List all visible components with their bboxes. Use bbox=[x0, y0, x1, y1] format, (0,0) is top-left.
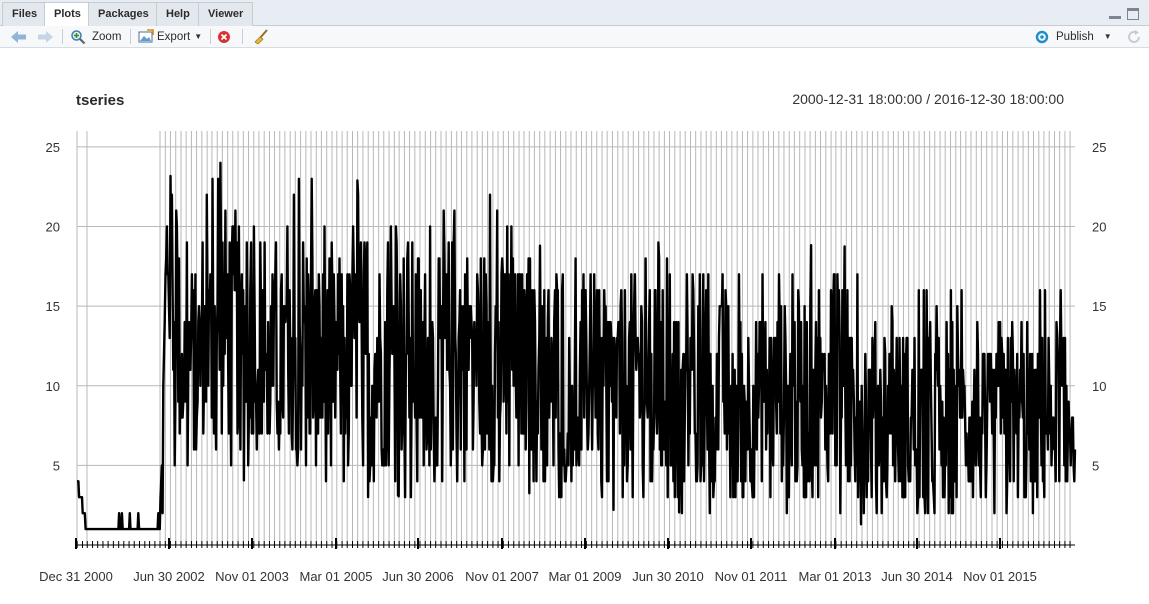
export-image-icon bbox=[138, 28, 154, 42]
publish-label: Publish bbox=[1056, 30, 1094, 43]
x-tick-label: Mar 01 2013 bbox=[799, 569, 872, 584]
x-tick-label: Mar 01 2005 bbox=[300, 569, 373, 584]
chart-title: tseries bbox=[76, 92, 124, 109]
zoom-label: Zoom bbox=[92, 30, 122, 43]
x-tick-label: Nov 01 2015 bbox=[963, 569, 1037, 584]
zoom-button[interactable]: Zoom bbox=[70, 26, 121, 47]
toolbar-separator bbox=[130, 29, 131, 44]
x-tick-label: Jun 30 2006 bbox=[382, 569, 454, 584]
remove-plot-button[interactable] bbox=[217, 26, 231, 47]
maximize-pane-icon[interactable] bbox=[1127, 8, 1139, 20]
time-series-chart: Dec 31 2000 Jun 30 2002 Nov 01 2003 Mar 01 … bbox=[39, 91, 1107, 584]
series-line bbox=[76, 161, 1077, 531]
remove-plot-icon bbox=[218, 30, 230, 43]
magnifier-plus-icon bbox=[71, 29, 86, 44]
y-tick-label-right: 10 bbox=[1092, 379, 1106, 394]
y-tick-label-right: 5 bbox=[1092, 458, 1099, 473]
x-tick-label: Nov 01 2007 bbox=[465, 569, 539, 584]
tab-help[interactable]: Help bbox=[156, 2, 200, 26]
chart-date-range: 2000-12-31 18:00:00 / 2016-12-30 18:00:0… bbox=[792, 91, 1064, 107]
clear-all-plots-button[interactable] bbox=[252, 26, 270, 47]
series-layer bbox=[76, 161, 1077, 531]
tab-viewer[interactable]: Viewer bbox=[198, 2, 254, 26]
forward-button[interactable] bbox=[36, 26, 54, 47]
tab-plots[interactable]: Plots bbox=[44, 2, 91, 27]
y-tick-label-right: 25 bbox=[1092, 140, 1106, 155]
publish-button[interactable]: Publish ▼ bbox=[1034, 26, 1112, 47]
y-tick-label-right: 15 bbox=[1092, 299, 1106, 314]
y-tick-label-left: 15 bbox=[46, 299, 60, 314]
broom-icon bbox=[254, 28, 268, 45]
refresh-button[interactable] bbox=[1126, 26, 1142, 47]
toolbar-separator bbox=[242, 29, 243, 44]
x-tick-label: Nov 01 2011 bbox=[715, 569, 788, 584]
publish-icon bbox=[1035, 30, 1049, 43]
toolbar-separator bbox=[210, 29, 211, 44]
chevron-down-icon: ▼ bbox=[194, 32, 203, 41]
minimize-pane-icon[interactable] bbox=[1109, 9, 1121, 19]
x-tick-label: Jun 30 2010 bbox=[632, 569, 704, 584]
y-tick-label-left: 20 bbox=[46, 220, 60, 235]
y-tick-label-left: 5 bbox=[53, 458, 60, 473]
y-axis-labels: 5 5 10 10 15 15 20 20 25 25 bbox=[46, 140, 1107, 473]
export-label: Export bbox=[157, 30, 191, 43]
x-tick-label: Jun 30 2014 bbox=[881, 569, 953, 584]
plots-toolbar: Zoom Export ▼ Publish ▼ bbox=[0, 26, 1149, 48]
toolbar-separator bbox=[62, 29, 63, 44]
tab-packages[interactable]: Packages bbox=[88, 2, 159, 26]
arrow-left-icon bbox=[11, 30, 26, 43]
arrow-right-icon bbox=[38, 30, 53, 43]
x-tick-label: Mar 01 2009 bbox=[549, 569, 622, 584]
plot-area: Dec 31 2000 Jun 30 2002 Nov 01 2003 Mar 01 … bbox=[0, 48, 1149, 599]
export-button[interactable]: Export ▼ bbox=[138, 26, 202, 47]
y-tick-label-left: 25 bbox=[46, 140, 60, 155]
pane-tab-bar: Files Plots Packages Help Viewer bbox=[0, 0, 1149, 27]
x-tick-label: Nov 01 2003 bbox=[215, 569, 289, 584]
refresh-icon bbox=[1128, 29, 1140, 43]
y-tick-label-left: 10 bbox=[46, 379, 60, 394]
x-tick-label: Dec 31 2000 bbox=[39, 569, 113, 584]
chevron-down-icon: ▼ bbox=[1103, 32, 1112, 41]
x-tick-label: Jun 30 2002 bbox=[133, 569, 205, 584]
tab-files[interactable]: Files bbox=[2, 2, 48, 26]
x-axis: Dec 31 2000 Jun 30 2002 Nov 01 2003 Mar 01 … bbox=[39, 538, 1075, 584]
back-button[interactable] bbox=[10, 26, 28, 47]
y-tick-label-right: 20 bbox=[1092, 220, 1106, 235]
